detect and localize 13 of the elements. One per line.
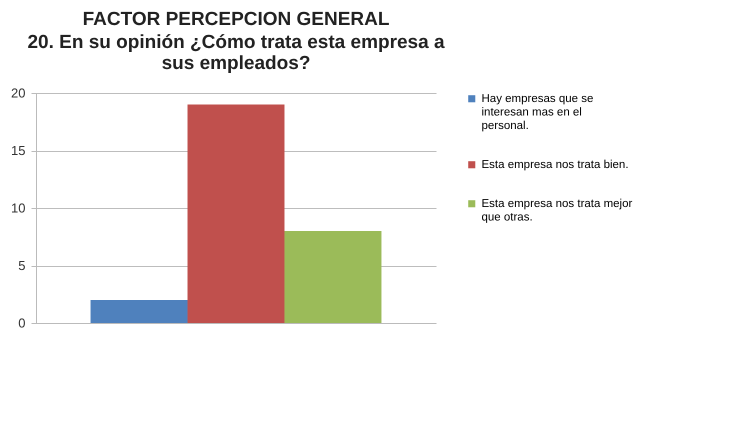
- bar: [188, 104, 284, 323]
- y-tick-label: 20: [11, 86, 26, 100]
- y-tick-label: 5: [18, 258, 26, 273]
- y-tick-label: 15: [11, 143, 26, 158]
- bar: [284, 231, 382, 323]
- legend-label: Hay empresas que se interesan mas en el personal.: [482, 92, 594, 132]
- y-tick-label: 10: [11, 200, 26, 216]
- legend-label: Esta empresa nos trata bien.: [482, 158, 629, 171]
- bar: [90, 300, 188, 323]
- chart-subtitle: 20. En su opinión ¿Cómo trata esta empresa a sus empleados?: [27, 32, 445, 74]
- y-tick-label: 0: [18, 316, 26, 330]
- legend-label: Esta empresa nos trata mejor que otras.: [482, 198, 633, 224]
- chart-title: FACTOR PERCEPCION GENERAL: [82, 9, 390, 30]
